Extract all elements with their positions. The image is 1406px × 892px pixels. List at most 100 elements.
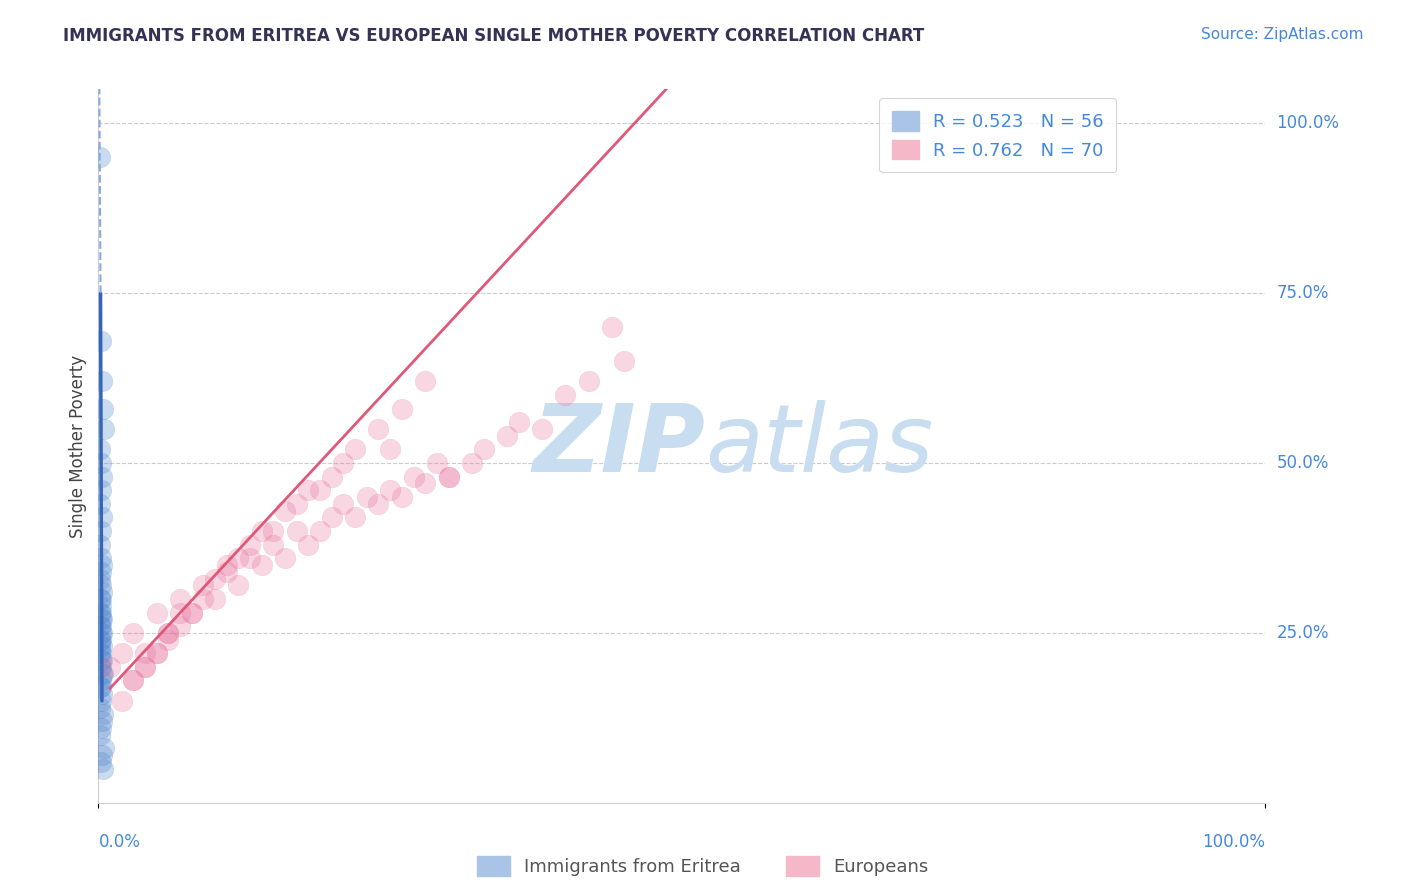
Point xyxy=(239,551,262,566)
Text: 50.0%: 50.0% xyxy=(1277,454,1329,472)
Point xyxy=(285,497,308,511)
Point xyxy=(262,537,284,551)
Point xyxy=(169,606,191,620)
Point xyxy=(332,456,354,470)
Point xyxy=(90,640,112,654)
Point xyxy=(90,619,112,633)
Point xyxy=(90,612,112,626)
Point xyxy=(90,666,112,681)
Point xyxy=(89,591,111,606)
Point xyxy=(89,700,111,714)
Point xyxy=(321,469,343,483)
Point xyxy=(89,680,111,694)
Point xyxy=(250,558,273,572)
Point xyxy=(496,429,519,443)
Point xyxy=(90,510,112,524)
Text: 100.0%: 100.0% xyxy=(1277,114,1340,132)
Point xyxy=(93,422,115,436)
Point xyxy=(89,150,111,164)
Point xyxy=(402,469,425,483)
Point xyxy=(90,469,112,483)
Point xyxy=(89,660,111,674)
Legend: Immigrants from Eritrea, Europeans: Immigrants from Eritrea, Europeans xyxy=(470,848,936,883)
Point xyxy=(90,578,112,592)
Point xyxy=(89,572,111,586)
Point xyxy=(274,551,297,566)
Point xyxy=(91,666,114,681)
Point xyxy=(90,375,112,389)
Point xyxy=(90,646,112,660)
Point xyxy=(508,415,530,429)
Point xyxy=(89,497,111,511)
Point xyxy=(111,694,134,708)
Point xyxy=(380,483,402,498)
Point xyxy=(90,755,112,769)
Point xyxy=(90,748,112,763)
Point xyxy=(157,632,180,647)
Point xyxy=(426,456,449,470)
Point xyxy=(169,591,191,606)
Point xyxy=(90,483,112,498)
Text: atlas: atlas xyxy=(706,401,934,491)
Point xyxy=(250,524,273,538)
Point xyxy=(91,401,114,416)
Point xyxy=(193,578,215,592)
Point xyxy=(262,524,284,538)
Point xyxy=(413,476,436,491)
Point xyxy=(321,510,343,524)
Point xyxy=(180,606,202,620)
Point xyxy=(413,375,436,389)
Point xyxy=(613,354,636,368)
Point xyxy=(204,591,226,606)
Point xyxy=(91,707,114,722)
Point xyxy=(90,714,112,729)
Point xyxy=(89,606,111,620)
Point xyxy=(285,524,308,538)
Text: 25.0%: 25.0% xyxy=(1277,624,1329,642)
Point xyxy=(367,497,389,511)
Point xyxy=(90,626,112,640)
Point xyxy=(472,442,495,457)
Point xyxy=(122,673,145,688)
Text: ZIP: ZIP xyxy=(533,400,706,492)
Point xyxy=(380,442,402,457)
Point xyxy=(157,626,180,640)
Point xyxy=(309,483,332,498)
Point xyxy=(90,606,112,620)
Point xyxy=(90,653,112,667)
Point xyxy=(134,660,156,674)
Point xyxy=(91,762,114,776)
Y-axis label: Single Mother Poverty: Single Mother Poverty xyxy=(69,354,87,538)
Point xyxy=(367,422,389,436)
Point xyxy=(332,497,354,511)
Point xyxy=(146,606,169,620)
Point xyxy=(344,510,367,524)
Point xyxy=(90,456,112,470)
Point xyxy=(193,591,215,606)
Point xyxy=(554,388,576,402)
Point xyxy=(90,591,112,606)
Point xyxy=(122,626,145,640)
Text: Source: ZipAtlas.com: Source: ZipAtlas.com xyxy=(1201,27,1364,42)
Point xyxy=(157,626,180,640)
Text: IMMIGRANTS FROM ERITREA VS EUROPEAN SINGLE MOTHER POVERTY CORRELATION CHART: IMMIGRANTS FROM ERITREA VS EUROPEAN SING… xyxy=(63,27,925,45)
Point xyxy=(89,537,111,551)
Point xyxy=(89,646,111,660)
Point xyxy=(90,551,112,566)
Point xyxy=(90,612,112,626)
Point xyxy=(239,537,262,551)
Point xyxy=(90,558,112,572)
Point xyxy=(309,524,332,538)
Point xyxy=(228,551,250,566)
Point xyxy=(297,537,319,551)
Point xyxy=(437,469,460,483)
Point xyxy=(274,503,297,517)
Point xyxy=(89,640,111,654)
Point xyxy=(90,687,112,701)
Point xyxy=(228,578,250,592)
Point xyxy=(215,558,238,572)
Point xyxy=(111,646,134,660)
Point xyxy=(600,320,623,334)
Point xyxy=(461,456,484,470)
Point xyxy=(134,660,156,674)
